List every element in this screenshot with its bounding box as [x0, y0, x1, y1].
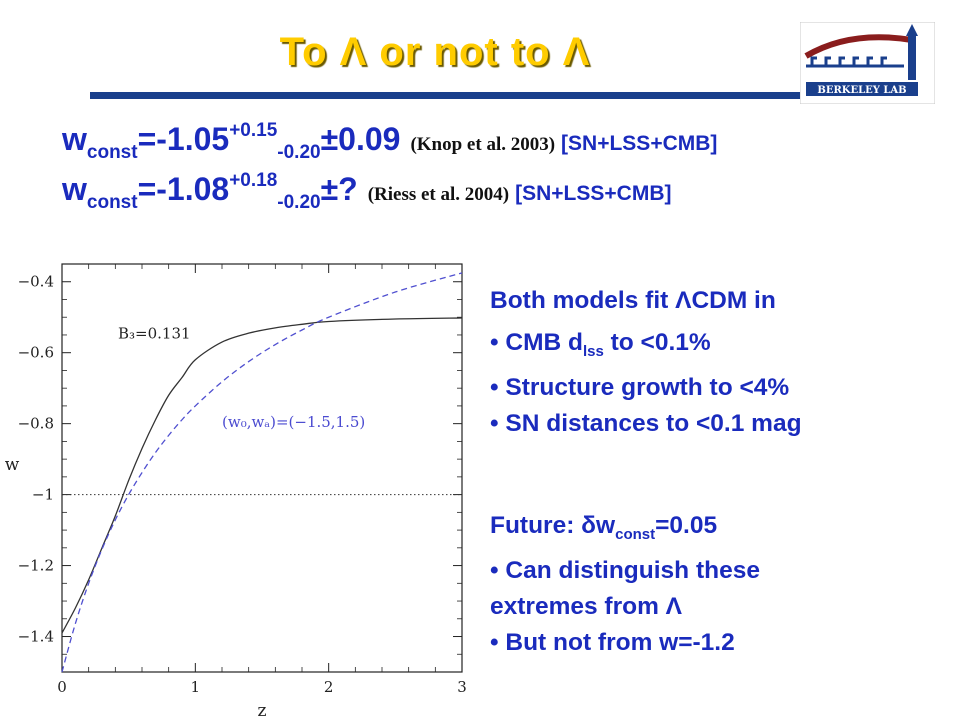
eq2-tag: [SN+LSS+CMB] [515, 182, 672, 205]
eq1-value: =-1.05 [137, 121, 230, 157]
x-tick-label: 0 [57, 678, 67, 696]
cmb-post: to <0.1% [603, 329, 711, 356]
panel2-bullet-not: • But not from w=-1.2 [490, 629, 735, 656]
eq1-lhs: w [62, 121, 87, 157]
eq2-pm: ±? [320, 171, 358, 207]
eq1-sub: const [86, 142, 138, 163]
cmb-sub: lss [582, 343, 604, 360]
panel1-heading: Both models fit ΛCDM in [490, 287, 776, 314]
logo-text: BERKELEY LAB [817, 85, 906, 96]
future-post: =0.05 [655, 512, 718, 539]
y-tick-label: −1.4 [18, 628, 54, 646]
y-tick-label: −0.4 [18, 273, 54, 291]
berkeley-lab-logo: BERKELEY LAB [800, 22, 935, 104]
eq2-minus: -0.20 [277, 192, 321, 213]
eq1-plus: +0.15 [229, 120, 278, 141]
eq2-value: =-1.08 [137, 171, 230, 207]
cmb-text: • CMB d [490, 329, 583, 356]
y-tick-label: −1.2 [18, 557, 54, 575]
plot-frame [61, 263, 463, 673]
panel1-bullet-sn: • SN distances to <0.1 mag [490, 410, 802, 437]
equation-riess: wconst=-1.08+0.18-0.20±? (Riess et al. 20… [62, 170, 671, 214]
annotation-w0wa: (w₀,wₐ)=(−1.5,1.5) [222, 413, 365, 431]
y-axis-label: w [5, 455, 20, 475]
series-w0wa-curve [61, 272, 463, 673]
eq2-plus: +0.18 [229, 170, 278, 191]
y-tick-label: −0.6 [18, 344, 54, 362]
equation-knop: wconst=-1.05+0.15-0.20±0.09 (Knop et al. … [62, 120, 717, 164]
title-underline-bar [90, 92, 802, 99]
y-tick-label: −0.8 [18, 415, 54, 433]
x-tick-label: 2 [324, 678, 334, 696]
eq2-sub: const [86, 192, 138, 213]
panel1-bullet-cmb: • CMB dlss to <0.1% [490, 325, 802, 370]
panel-models: Both models fit ΛCDM in • CMB dlss to <0… [490, 283, 802, 442]
series-b3-curve [61, 317, 463, 634]
panel2-bullet-distinguish: • Can distinguish these [490, 557, 760, 584]
eq1-reference: (Knop et al. 2003) [410, 134, 556, 155]
x-tick-label: 1 [191, 678, 201, 696]
eq2-reference: (Riess et al. 2004) [367, 184, 510, 205]
x-axis-label: z [258, 701, 267, 720]
panel-future: Future: δwconst=0.05 • Can distinguish t… [490, 508, 760, 661]
annotation-b3: B₃=0.131 [118, 325, 191, 343]
panel1-bullet-structure: • Structure growth to <4% [490, 374, 790, 401]
eq1-minus: -0.20 [277, 142, 321, 163]
y-tick-label: −1 [32, 486, 54, 504]
eq1-tag: [SN+LSS+CMB] [561, 132, 718, 155]
slide-title: To Λ or not to Λ [279, 30, 591, 74]
eq2-lhs: w [62, 171, 87, 207]
future-sub: const [615, 526, 656, 543]
panel2-future: Future: δwconst=0.05 [490, 508, 760, 553]
future-text: Future: δw [490, 512, 616, 539]
x-tick-label: 3 [457, 678, 467, 696]
panel2-extremes: extremes from Λ [490, 593, 683, 620]
w-of-z-chart: 0 1 2 3 −0.4 −0.6 −0.8 −1 −1.2 −1.4 B₃=0.131 (w₀,… [5, 263, 467, 720]
eq1-pm: ±0.09 [320, 121, 401, 157]
